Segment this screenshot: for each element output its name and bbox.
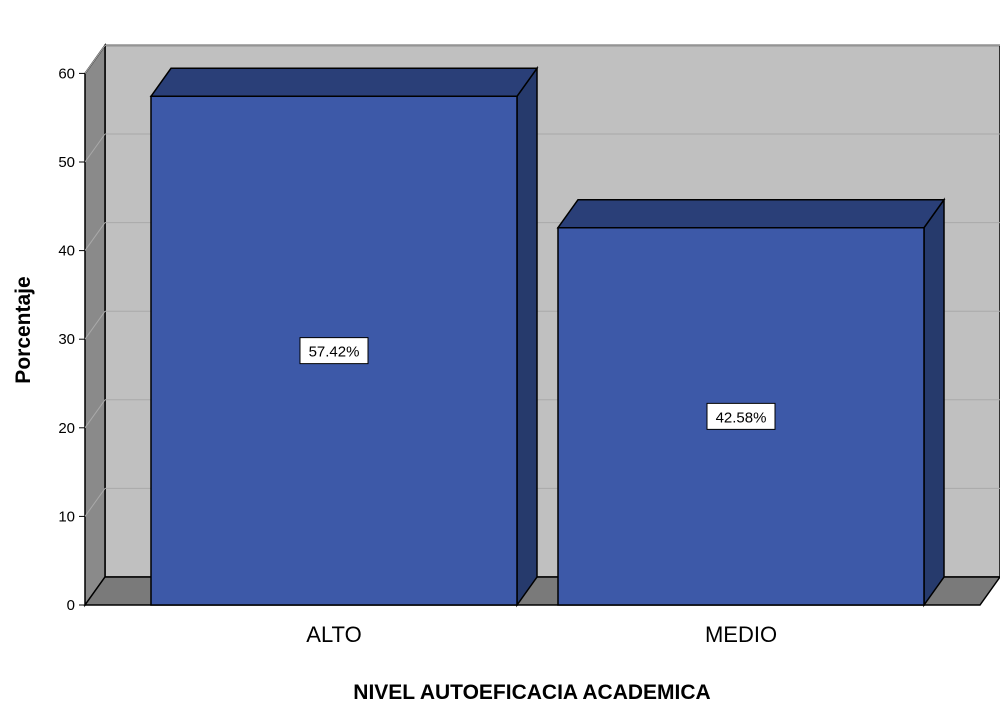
- gridline-side: [84, 222, 106, 251]
- data-labels: 57.42% 42.58%: [299, 337, 776, 430]
- data-label-box: [299, 337, 369, 365]
- x-category-label: MEDIO: [705, 622, 777, 647]
- x-axis-title: NIVEL AUTOEFICACIA ACADEMICA: [353, 681, 710, 702]
- gridline-side: [84, 133, 106, 163]
- data-label-box: [706, 402, 776, 430]
- y-axis-title: Porcentaje: [12, 276, 35, 383]
- y-tick-label: 60: [58, 65, 75, 82]
- y-tick-label: 50: [58, 154, 75, 171]
- bar-medio: [556, 197, 946, 608]
- bar-top: [556, 198, 946, 229]
- y-tick-label: 0: [67, 597, 75, 614]
- bar-side: [923, 197, 945, 608]
- bar-top: [149, 67, 539, 98]
- data-label-alto: 57.42%: [299, 337, 369, 365]
- y-tick-label: 30: [58, 331, 75, 348]
- y-axis-ticks: 0 10 20 30 40 50 60: [58, 65, 85, 614]
- data-label-text: 57.42%: [309, 344, 360, 361]
- x-category-label: ALTO: [306, 622, 361, 647]
- y-tick-label: 20: [58, 420, 75, 437]
- data-label-medio: 42.58%: [706, 402, 776, 430]
- gridline-side: [84, 488, 106, 517]
- gridline-side: [84, 45, 106, 74]
- x-axis-categories: ALTO MEDIO: [306, 622, 777, 647]
- data-label-text: 42.58%: [716, 409, 767, 426]
- gridline-side: [84, 310, 106, 340]
- y-tick-label: 40: [58, 243, 75, 260]
- bar-side: [516, 65, 538, 608]
- gridline-side: [84, 399, 106, 429]
- y-tick-label: 10: [58, 508, 75, 525]
- bar-alto: [149, 65, 539, 608]
